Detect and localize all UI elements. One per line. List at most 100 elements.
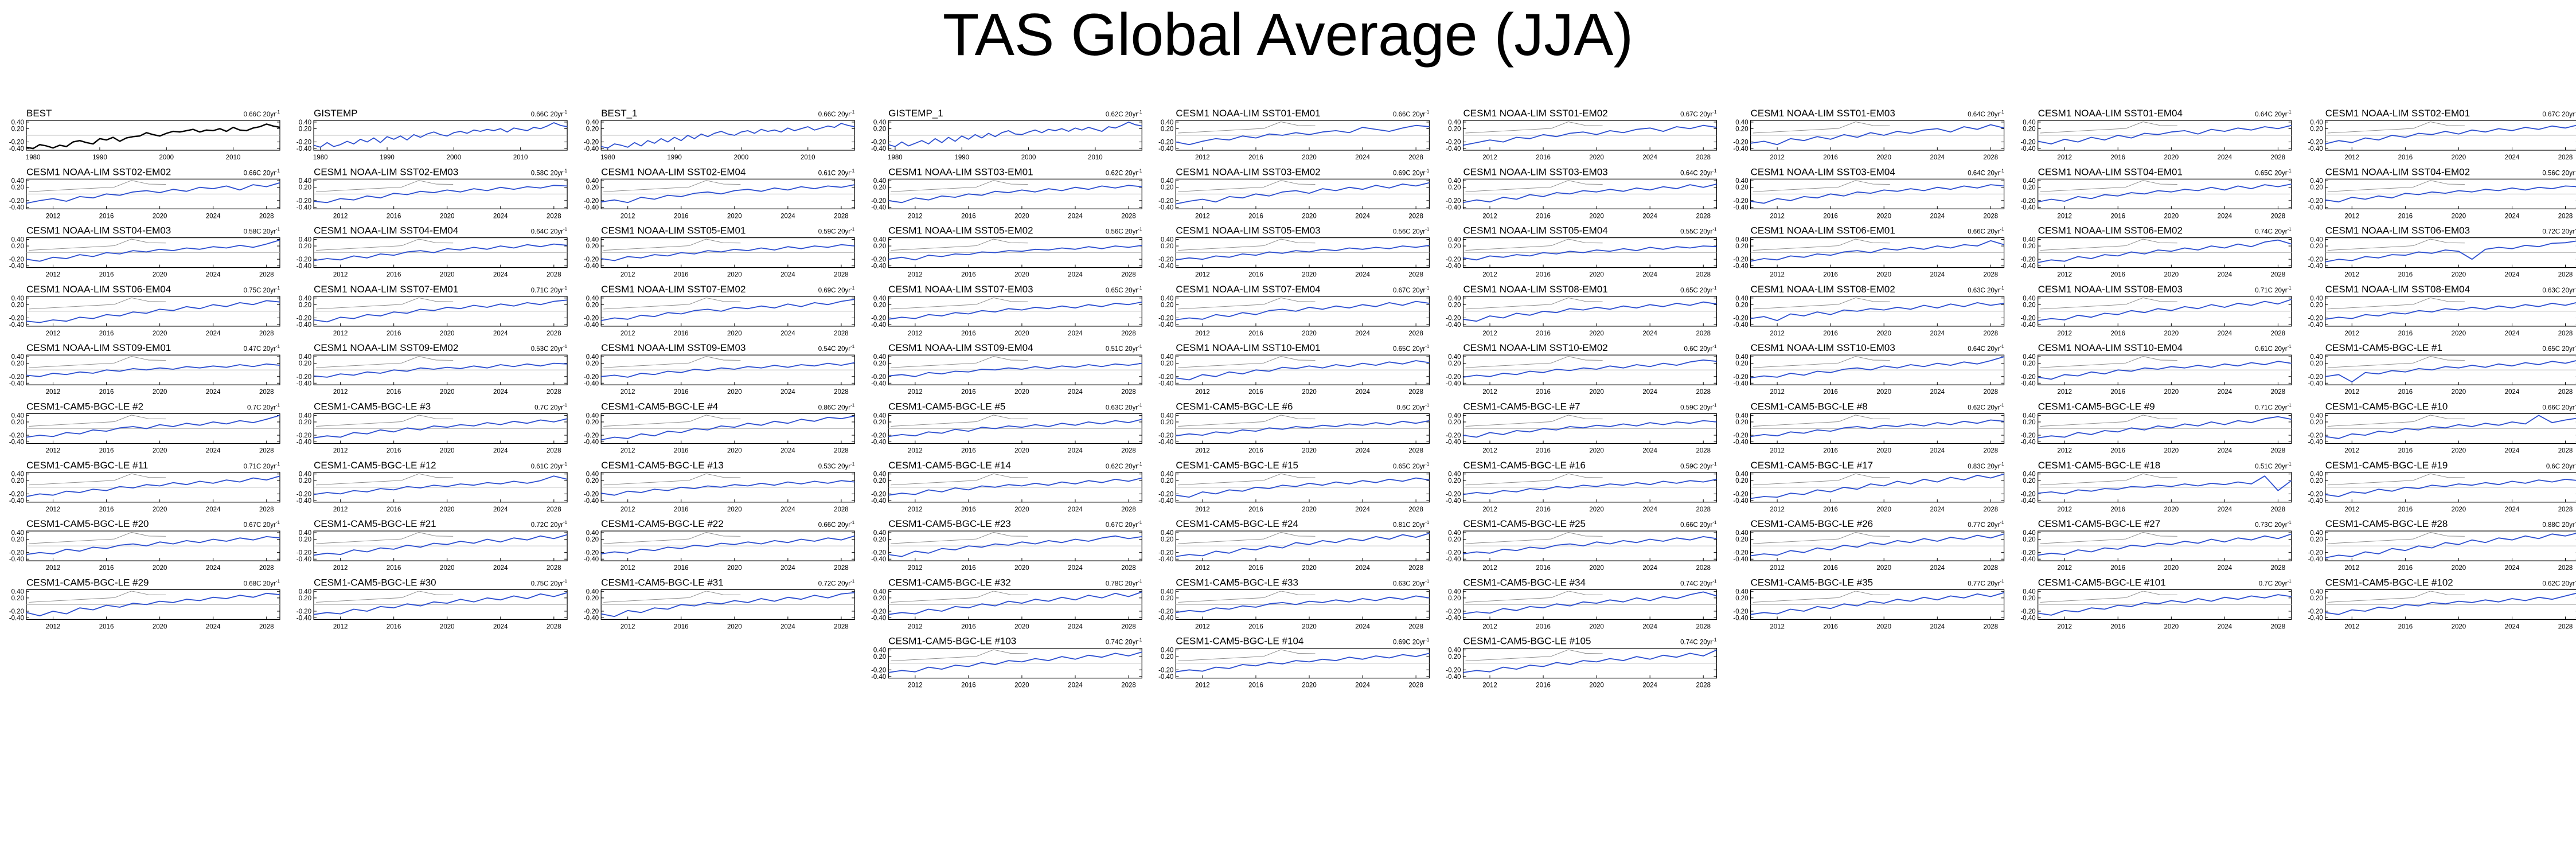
y-tick-label: -0.40 xyxy=(871,556,886,563)
y-tick-label: 0.20 xyxy=(1161,478,1173,484)
x-tick-label: 2028 xyxy=(1121,623,1136,630)
x-tick-label: 2020 xyxy=(1589,213,1604,220)
panel: CESM1 NOAA-LIM SST08-EM02 0.63C 20yr-1 0.4… xyxy=(1733,284,2005,337)
y-tick-label: -0.20 xyxy=(2308,608,2323,615)
panel-title: CESM1 NOAA-LIM SST10-EM04 xyxy=(2038,342,2183,353)
x-tick-label: 2024 xyxy=(1930,448,1945,455)
x-tick-label: 2012 xyxy=(1195,623,1210,630)
y-tick-label: -0.20 xyxy=(296,491,311,498)
y-tick-label: -0.40 xyxy=(2020,146,2035,153)
x-tick-label: 2028 xyxy=(1121,389,1136,396)
x-tick-label: 2020 xyxy=(440,506,455,513)
x-tick-label: 2010 xyxy=(801,154,815,161)
x-tick-label: 2024 xyxy=(493,272,508,279)
x-tick-label: 2028 xyxy=(1696,682,1711,689)
x-tick-label: 2016 xyxy=(1536,565,1551,572)
x-tick-label: 2016 xyxy=(961,389,976,396)
mini-line xyxy=(2040,121,2177,134)
y-tick-label: -0.40 xyxy=(9,380,24,387)
panel: CESM1 NOAA-LIM SST02-EM01 0.67C 20yr-1 0.4… xyxy=(2308,108,2576,161)
x-tick-label: 2020 xyxy=(1876,330,1891,337)
y-tick-label: 0.40 xyxy=(2310,178,2323,185)
panel-trend: 0.62C 20yr-1 xyxy=(2542,579,2576,587)
x-tick-label: 2020 xyxy=(727,565,742,572)
mini-line xyxy=(316,356,454,368)
y-tick-label: -0.20 xyxy=(1733,374,1748,381)
panel-title: CESM1 NOAA-LIM SST05-EM02 xyxy=(888,225,1033,236)
series-line xyxy=(313,418,568,439)
series-line xyxy=(1750,419,2004,437)
y-tick-label: -0.20 xyxy=(2020,374,2035,381)
y-tick-label: -0.40 xyxy=(1446,439,1461,446)
x-tick-label: 2020 xyxy=(1589,389,1604,396)
x-tick-label: 2028 xyxy=(2271,272,2286,279)
x-tick-label: 2020 xyxy=(1589,272,1604,279)
x-tick-label: 2000 xyxy=(1021,154,1036,161)
panel-trend: 0.77C 20yr-1 xyxy=(1968,520,2004,529)
y-tick-label: -0.20 xyxy=(584,315,599,322)
y-tick-label: -0.40 xyxy=(871,615,886,622)
series-line xyxy=(2038,183,2292,203)
y-tick-label: -0.40 xyxy=(2020,615,2035,622)
y-tick-label: -0.20 xyxy=(1158,432,1173,439)
y-tick-label: -0.40 xyxy=(296,439,311,446)
y-tick-label: -0.40 xyxy=(2020,263,2035,270)
x-tick-label: 2016 xyxy=(99,506,114,513)
panel-trend: 0.59C 20yr-1 xyxy=(818,227,855,236)
y-tick-label: -0.40 xyxy=(584,615,599,622)
x-tick-label: 2020 xyxy=(2452,448,2466,455)
series-line xyxy=(26,300,280,323)
mini-line xyxy=(891,356,1028,368)
panel-title: CESM1-CAM5-BGC-LE #26 xyxy=(1751,518,1874,529)
panel-title: CESM1-CAM5-BGC-LE #15 xyxy=(1176,460,1298,471)
panel-title: CESM1-CAM5-BGC-LE #3 xyxy=(314,401,431,412)
series-line xyxy=(313,243,568,261)
panel-trend: 0.65C 20yr-1 xyxy=(1393,462,1430,470)
y-tick-label: 0.20 xyxy=(1735,361,1748,368)
x-tick-label: 2028 xyxy=(547,565,561,572)
x-tick-label: 2024 xyxy=(206,389,221,396)
y-tick-label: 0.40 xyxy=(873,588,886,595)
series-line xyxy=(2325,360,2576,382)
y-tick-label: 0.40 xyxy=(2310,588,2323,595)
panel: CESM1 NOAA-LIM SST04-EM02 0.56C 20yr-1 0.4… xyxy=(2308,166,2576,220)
mini-line xyxy=(603,180,741,192)
y-tick-label: 0.40 xyxy=(1735,236,1748,243)
x-tick-label: 2020 xyxy=(440,213,455,220)
x-tick-label: 2028 xyxy=(1121,330,1136,337)
x-tick-label: 2028 xyxy=(1121,272,1136,279)
panel-trend: 0.7C 20yr-1 xyxy=(2259,579,2292,587)
y-tick-label: -0.20 xyxy=(1446,256,1461,263)
x-tick-label: 2028 xyxy=(834,272,849,279)
series-line xyxy=(2325,592,2576,615)
x-tick-label: 2028 xyxy=(547,506,561,513)
x-tick-label: 2028 xyxy=(1121,565,1136,572)
panel-trend: 0.66C 20yr-1 xyxy=(531,110,568,118)
x-tick-label: 2024 xyxy=(2218,154,2232,161)
panel-title: CESM1-CAM5-BGC-LE #1 xyxy=(2325,342,2442,353)
x-tick-label: 2028 xyxy=(1696,389,1711,396)
y-tick-label: 0.40 xyxy=(2310,354,2323,361)
x-tick-label: 2028 xyxy=(1121,448,1136,455)
panel-trend: 0.67C 20yr-1 xyxy=(244,520,280,529)
x-tick-label: 2012 xyxy=(908,272,923,279)
series-line xyxy=(601,362,855,378)
x-tick-label: 2024 xyxy=(2505,154,2520,161)
x-tick-label: 2016 xyxy=(1248,154,1263,161)
y-tick-label: -0.40 xyxy=(9,204,24,211)
panel-title: CESM1-CAM5-BGC-LE #35 xyxy=(1751,577,1874,588)
y-tick-label: -0.20 xyxy=(871,550,886,557)
x-tick-label: 2016 xyxy=(1248,623,1263,630)
panel-trend: 0.58C 20yr-1 xyxy=(244,227,280,236)
mini-line xyxy=(2040,591,2177,603)
panel-trend: 0.75C 20yr-1 xyxy=(531,579,568,587)
x-tick-label: 2020 xyxy=(1876,389,1891,396)
panel-trend: 0.63C 20yr-1 xyxy=(1106,403,1142,412)
x-tick-label: 2024 xyxy=(1930,154,1945,161)
mini-line xyxy=(1178,356,1316,368)
y-tick-label: 0.40 xyxy=(2310,530,2323,537)
y-tick-label: -0.20 xyxy=(1158,256,1173,263)
x-tick-label: 2012 xyxy=(333,506,348,513)
x-tick-label: 2012 xyxy=(620,623,635,630)
y-tick-label: 0.40 xyxy=(1161,647,1173,654)
